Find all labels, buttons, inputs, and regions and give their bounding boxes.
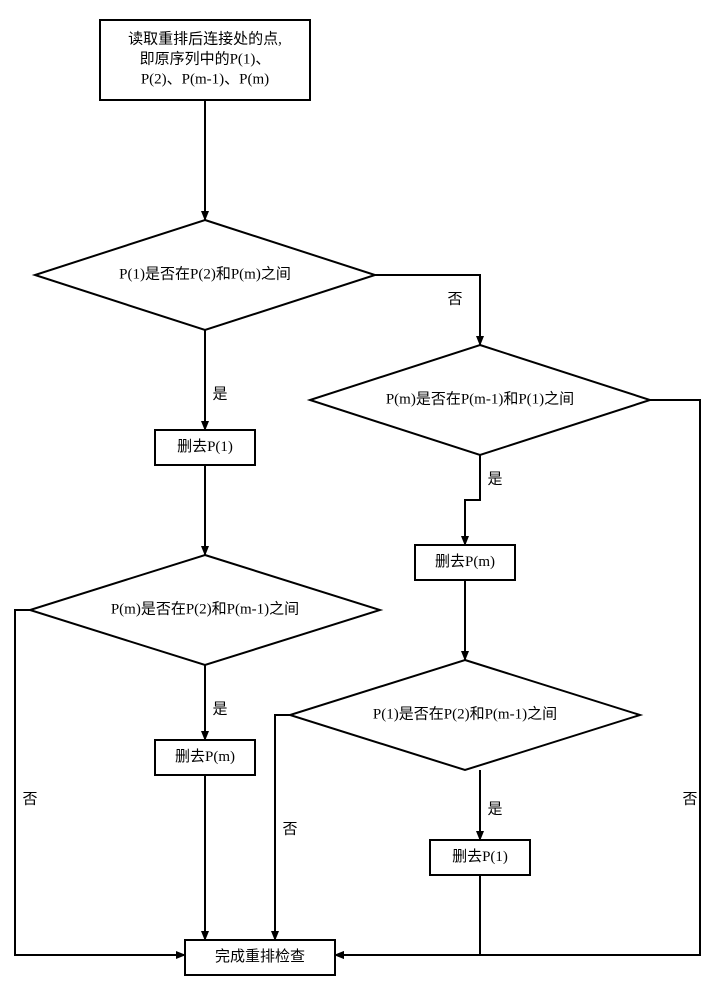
node-r3-text: 删去P(m) (175, 748, 235, 765)
e-d3-no-label: 否 (22, 791, 37, 807)
e-d1-no (375, 275, 480, 345)
e-d1-yes-label: 是 (212, 386, 227, 402)
node-r2-text: 删去P(m) (435, 553, 495, 570)
e-d1-no-label: 否 (447, 291, 462, 307)
e-d2-yes-label: 是 (487, 471, 502, 487)
e-r4-end (335, 875, 480, 955)
e-d3-no (15, 610, 185, 955)
node-d2-text: P(m)是否在P(m-1)和P(1)之间 (386, 390, 574, 407)
e-d4-yes-label: 是 (487, 801, 502, 817)
node-start-text: 读取重排后连接处的点, (128, 30, 282, 47)
node-d1-text: P(1)是否在P(2)和P(m)之间 (119, 265, 291, 282)
node-end-text: 完成重排检查 (215, 948, 305, 965)
e-d2-no-label: 否 (682, 791, 697, 807)
e-d2-yes (465, 455, 480, 545)
node-start-text: 即原序列中的P(1)、 (140, 50, 271, 67)
node-d4-text: P(1)是否在P(2)和P(m-1)之间 (373, 705, 557, 722)
node-start-text: P(2)、P(m-1)、P(m) (141, 71, 269, 87)
e-d4-no-label: 否 (282, 821, 297, 837)
e-d3-yes-label: 是 (212, 701, 227, 717)
node-r4-text: 删去P(1) (452, 848, 508, 865)
node-r1-text: 删去P(1) (177, 438, 233, 455)
node-d3-text: P(m)是否在P(2)和P(m-1)之间 (111, 600, 299, 617)
